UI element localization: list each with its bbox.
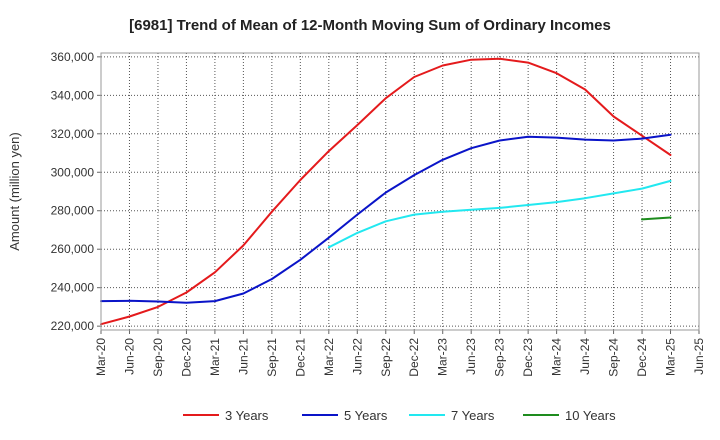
x-tick-label: Mar-23 — [436, 338, 450, 376]
series-lines — [100, 57, 672, 326]
x-tick-label: Sep-21 — [265, 338, 279, 377]
grid-lines — [101, 53, 699, 330]
series-line-3-years — [100, 57, 672, 326]
x-tick-label: Sep-23 — [493, 338, 507, 377]
series-line-7-years — [327, 179, 672, 249]
x-tick-label: Dec-22 — [407, 338, 421, 377]
legend-label: 3 Years — [225, 408, 269, 423]
x-tick-label: Jun-20 — [122, 338, 136, 375]
x-tick-label: Dec-20 — [179, 338, 193, 377]
x-tick-label: Sep-22 — [379, 338, 393, 377]
x-tick-label: Mar-24 — [550, 338, 564, 376]
y-tick-label: 280,000 — [51, 204, 95, 218]
y-tick-label: 260,000 — [51, 242, 95, 256]
series-line-5-years — [100, 133, 672, 304]
x-tick-label: Mar-22 — [322, 338, 336, 376]
x-tick-label: Jun-21 — [236, 338, 250, 375]
x-tick-label: Dec-21 — [293, 338, 307, 377]
y-tick-label: 300,000 — [51, 165, 95, 179]
plot-area — [101, 53, 699, 330]
x-tick-label: Mar-25 — [664, 338, 678, 376]
x-tick-label: Sep-24 — [607, 338, 621, 377]
legend-label: 10 Years — [565, 408, 616, 423]
x-tick-label: Jun-23 — [464, 338, 478, 375]
y-tick-label: 340,000 — [51, 88, 95, 102]
x-tick-label: Sep-20 — [151, 338, 165, 377]
x-tick-label: Mar-20 — [94, 338, 108, 376]
plot-frame — [100, 52, 700, 331]
x-tick-label: Jun-24 — [578, 338, 592, 375]
y-tick-label: 360,000 — [51, 50, 95, 64]
x-tick-label: Jun-25 — [692, 338, 706, 375]
x-tick-label: Mar-21 — [208, 338, 222, 376]
legend-label: 5 Years — [344, 408, 388, 423]
legend-label: 7 Years — [451, 408, 495, 423]
series-line-10-years — [641, 216, 672, 221]
x-tick-label: Jun-22 — [350, 338, 364, 375]
x-tick-label: Dec-24 — [635, 338, 649, 377]
x-tick-label: Dec-23 — [521, 338, 535, 377]
y-axis-ticks: 220,000 240,000 260,000 280,000 300,000 320,0… — [51, 50, 101, 333]
x-axis-ticks: Mar-20 Jun-20 Sep-20 Dec-20 Mar-21 Jun-21 Sep-… — [94, 330, 706, 377]
y-tick-label: 240,000 — [51, 281, 95, 295]
chart-title: [6981] Trend of Mean of 12-Month Moving … — [129, 17, 611, 34]
y-tick-label: 320,000 — [51, 127, 95, 141]
y-axis-label: Amount (million yen) — [7, 132, 22, 251]
y-tick-label: 220,000 — [51, 319, 95, 333]
legend: 3 Years 5 Years 7 Years 10 Years — [183, 408, 616, 423]
